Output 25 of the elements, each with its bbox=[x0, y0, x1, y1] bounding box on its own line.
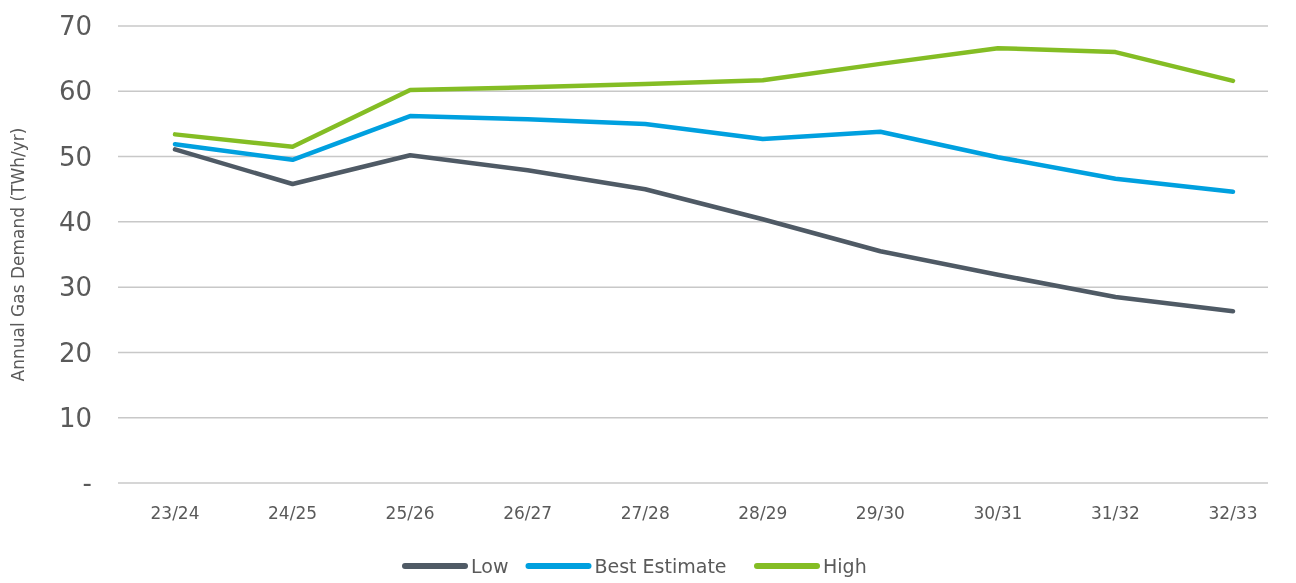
x-tick-label: 30/31 bbox=[973, 503, 1023, 523]
y-tick-label: 40 bbox=[58, 206, 92, 237]
x-tick-label: 31/32 bbox=[1090, 503, 1140, 523]
legend-label: High bbox=[823, 554, 867, 577]
x-tick-label: 25/26 bbox=[385, 503, 435, 523]
x-tick-label: 24/25 bbox=[268, 503, 318, 523]
line-series bbox=[172, 113, 1236, 195]
legend-label: Best Estimate bbox=[594, 554, 727, 577]
x-tick-label: 26/27 bbox=[503, 503, 553, 523]
x-tick-label: 23/24 bbox=[150, 503, 200, 523]
y-tick-label: 10 bbox=[58, 402, 92, 433]
x-tick-label: 29/30 bbox=[855, 503, 905, 523]
y-tick-label: 50 bbox=[58, 141, 92, 172]
line-series bbox=[172, 45, 1236, 150]
y-axis-title: Annual Gas Demand (TWh/yr) bbox=[8, 127, 28, 382]
y-tick-label: 60 bbox=[58, 76, 92, 107]
y-tick-label: 30 bbox=[58, 272, 92, 303]
line-series bbox=[172, 147, 1236, 314]
x-tick-label: 32/33 bbox=[1208, 503, 1258, 523]
y-tick-label: - bbox=[82, 468, 92, 499]
legend-label: Low bbox=[471, 554, 509, 577]
x-tick-label: 27/28 bbox=[620, 503, 670, 523]
y-tick-label: 70 bbox=[58, 11, 92, 42]
x-tick-label: 28/29 bbox=[738, 503, 788, 523]
y-tick-label: 20 bbox=[58, 337, 92, 368]
